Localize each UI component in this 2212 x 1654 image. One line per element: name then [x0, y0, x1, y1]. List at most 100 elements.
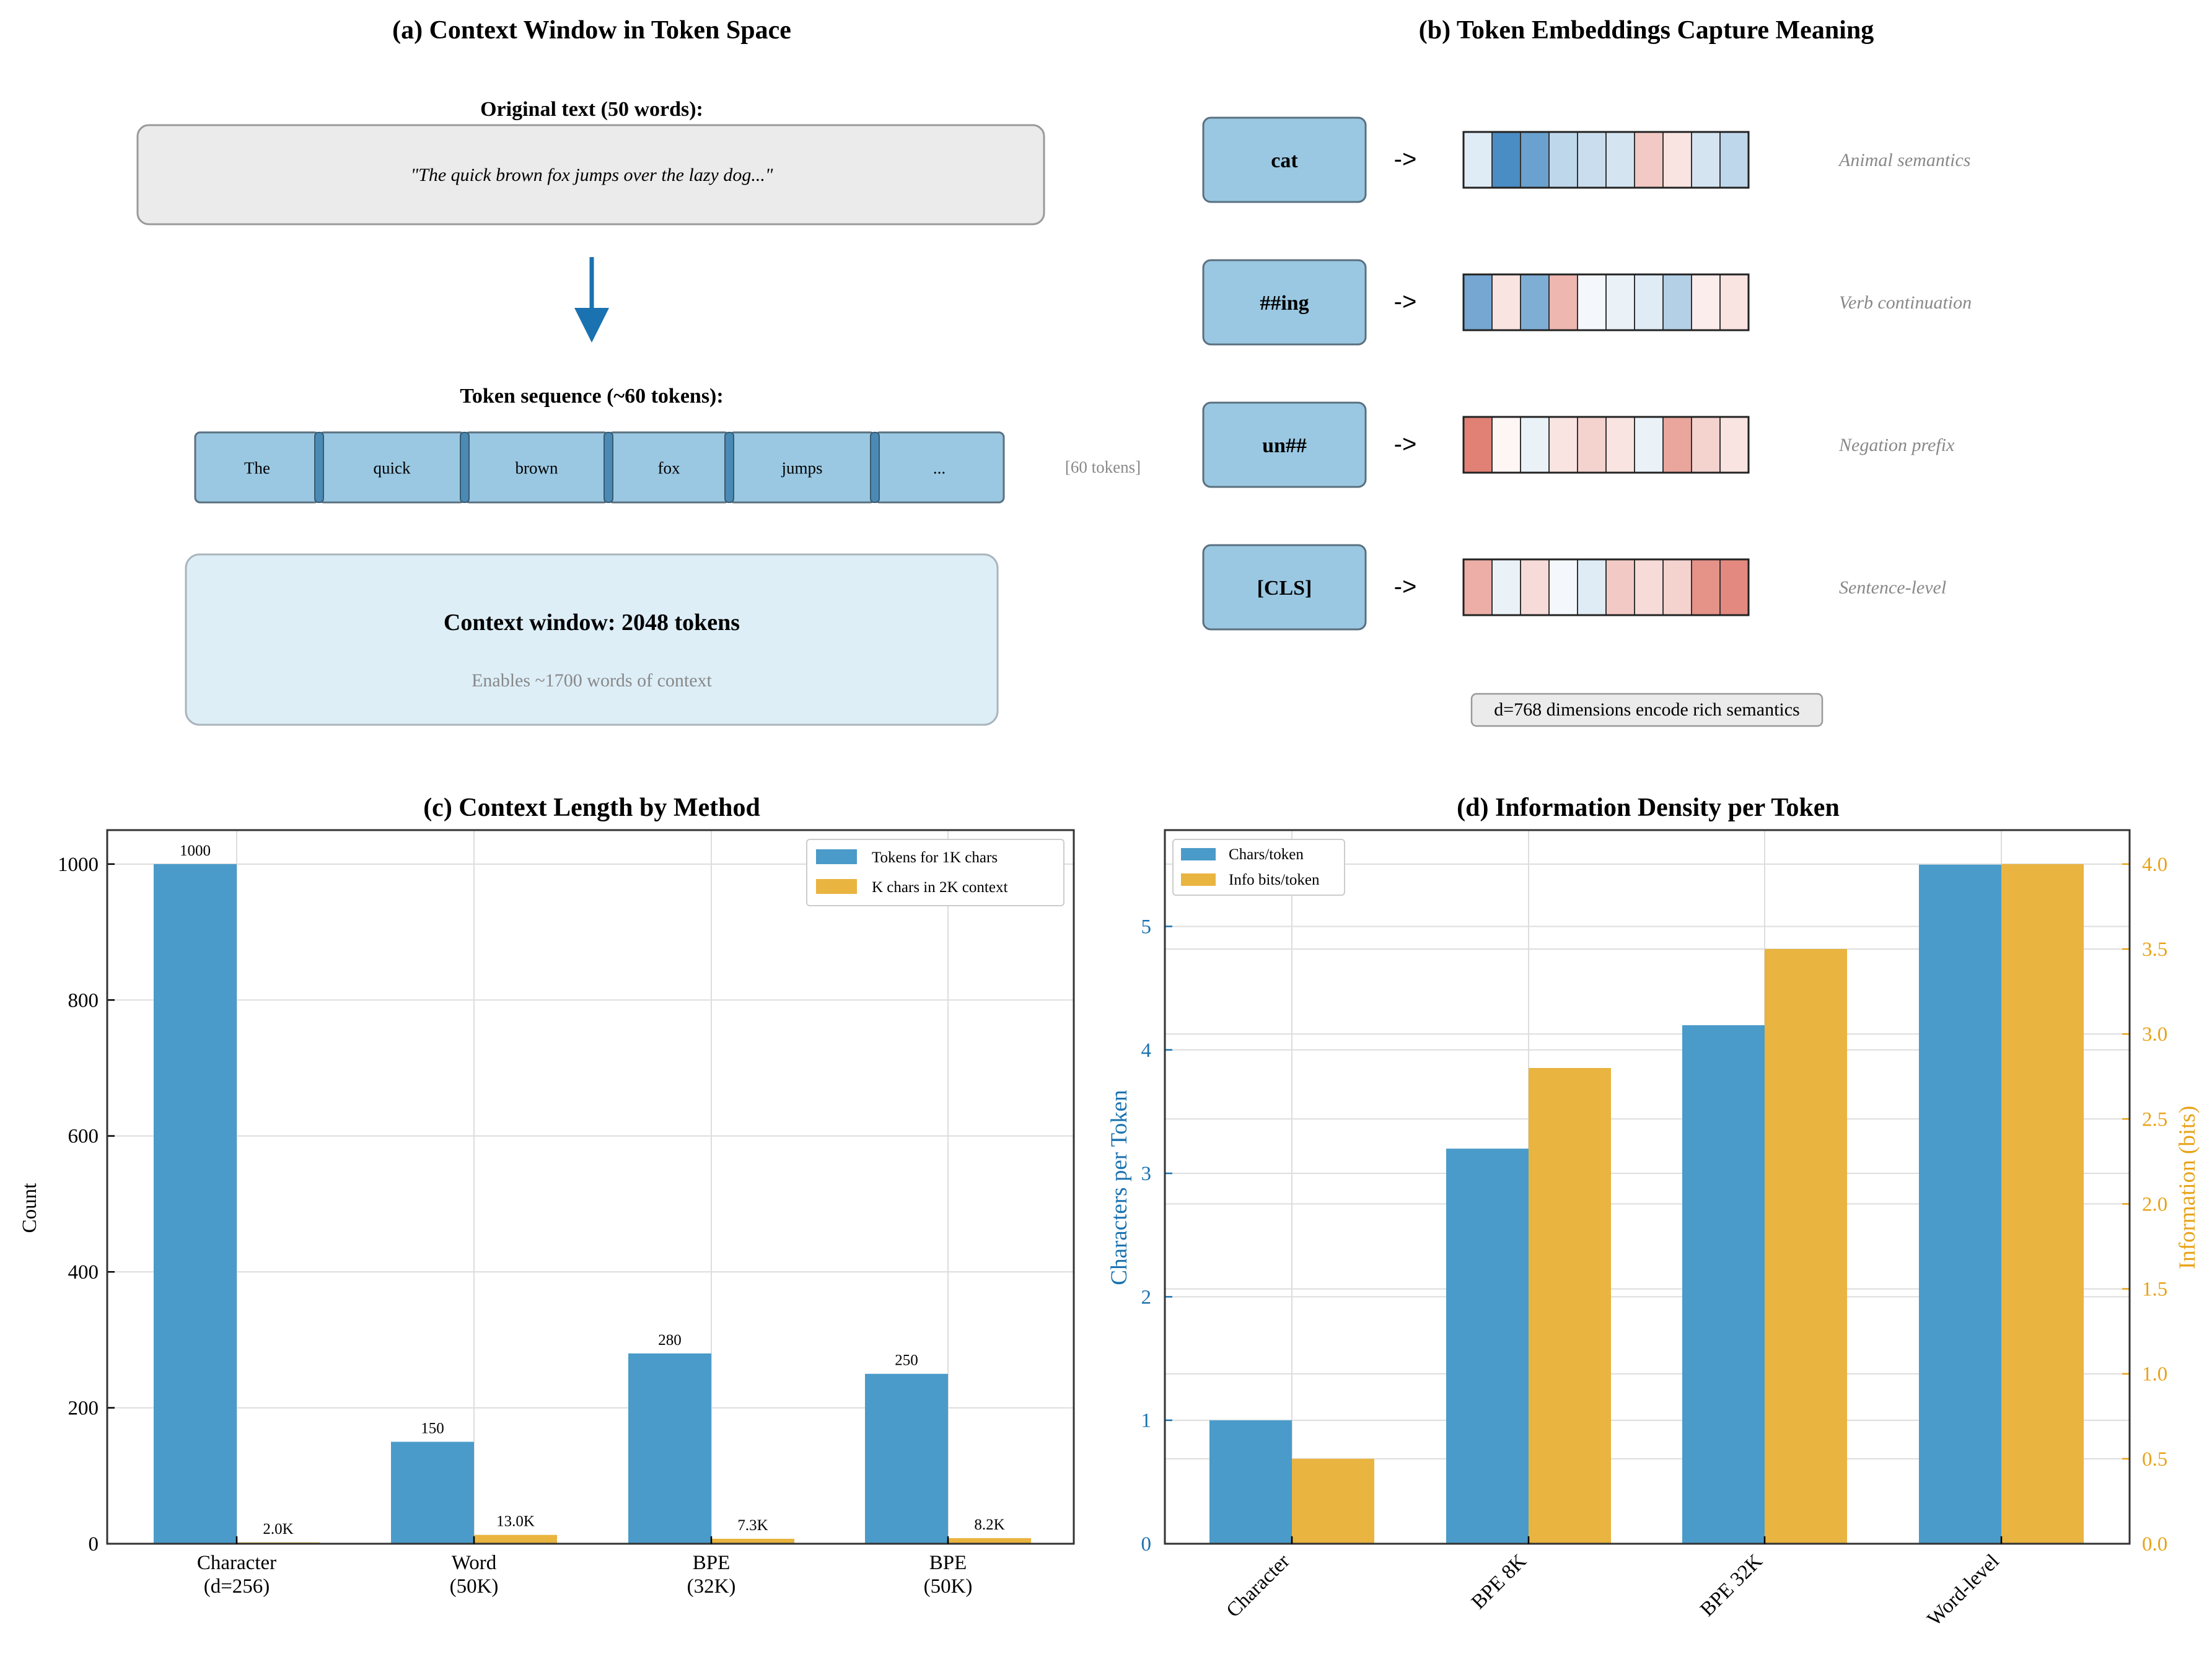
- bar-info-bits-token-1: [1529, 1068, 1611, 1544]
- embedding-cell: [1577, 416, 1607, 473]
- embedding-cell: [1463, 559, 1493, 616]
- y-tick-label-right: 1.0: [2142, 1363, 2167, 1386]
- y-tick-label: 800: [68, 989, 99, 1012]
- embedding-cell: [1634, 416, 1664, 473]
- x-tick-label: BPE (50K): [924, 1552, 973, 1598]
- bar-chars-token-2: [1682, 1025, 1765, 1544]
- plot-frame: [1164, 829, 2131, 1545]
- token-separator: [603, 432, 613, 503]
- embedding-cell: [1548, 274, 1578, 331]
- legend-label: K chars in 2K context: [872, 879, 1007, 896]
- embedding-description: Verb continuation: [1839, 292, 1972, 313]
- arrow-icon: ->: [1394, 146, 1417, 173]
- embedding-cell: [1634, 559, 1664, 616]
- token-label: jumps: [781, 459, 822, 478]
- bar-k-chars-in-2k-context-1: [474, 1534, 557, 1544]
- bar-value-label: 150: [421, 1420, 444, 1437]
- embedding-cell: [1577, 131, 1607, 188]
- bar-value-label: 2.0K: [263, 1521, 293, 1538]
- embedding-cell: [1662, 416, 1692, 473]
- bar-chars-token-1: [1446, 1149, 1529, 1544]
- token-separator: [314, 432, 324, 503]
- token-separator: [870, 432, 880, 503]
- embedding-cell: [1691, 131, 1721, 188]
- legend-swatch-k-chars-in-2k-context: [816, 879, 857, 894]
- embedding-cell: [1520, 559, 1550, 616]
- embedding-cell: [1548, 416, 1578, 473]
- bar-value-label: 250: [895, 1352, 918, 1369]
- token-row: The quick brown fox jumps...: [194, 431, 1005, 504]
- embedding-cell: [1605, 559, 1635, 616]
- embedding-cell: [1719, 416, 1749, 473]
- dimensions-note: d=768 dimensions encode rich semantics: [1494, 699, 1799, 720]
- embedding-token-label: cat: [1271, 149, 1298, 172]
- panel-d-y-label-right: Information (bits): [2175, 1106, 2200, 1269]
- token-label: ...: [933, 459, 946, 478]
- embedding-cell: [1463, 274, 1493, 331]
- original-text-label: Original text (50 words):: [480, 98, 703, 121]
- bar-value-label: 13.0K: [496, 1513, 535, 1530]
- embedding-token-box: [1202, 544, 1367, 631]
- panel-c-title: (c) Context Length by Method: [423, 794, 760, 822]
- embedding-cell: [1491, 416, 1521, 473]
- legend-swatch-tokens-for-1k-chars: [816, 849, 857, 864]
- bar-k-chars-in-2k-context-3: [948, 1538, 1031, 1544]
- x-tick-label: BPE (32K): [687, 1552, 736, 1598]
- bar-value-label: 8.2K: [974, 1516, 1004, 1533]
- embedding-cell: [1662, 274, 1692, 331]
- embedding-cell: [1691, 274, 1721, 331]
- embedding-cell: [1662, 559, 1692, 616]
- bar-tokens-for-1k-chars-1: [391, 1442, 474, 1544]
- bar-info-bits-token-3: [2001, 864, 2084, 1544]
- legend-label: Chars/token: [1229, 846, 1304, 863]
- legend-swatch-info-bits-token: [1181, 873, 1216, 886]
- panel-d-bars: [1209, 864, 2084, 1544]
- embedding-cell: [1491, 274, 1521, 331]
- bar-tokens-for-1k-chars-3: [865, 1373, 948, 1544]
- panel-b: (b) Token Embeddings Capture Meaning cat…: [1202, 16, 1972, 727]
- embedding-token-label: un##: [1262, 434, 1307, 457]
- embedding-cell: [1520, 416, 1550, 473]
- bar-chars-token-3: [1919, 864, 2001, 1544]
- embedding-cell: [1634, 274, 1664, 331]
- panel-a-title: (a) Context Window in Token Space: [392, 16, 791, 45]
- embedding-cell: [1520, 274, 1550, 331]
- bar-value-label: 7.3K: [737, 1517, 768, 1534]
- bar-tokens-for-1k-chars-2: [628, 1353, 711, 1544]
- embedding-cell: [1605, 274, 1635, 331]
- y-tick-label: 200: [68, 1398, 99, 1420]
- y-tick-label-right: 4.0: [2142, 854, 2167, 876]
- panel-a: (a) Context Window in Token Space Origin…: [136, 16, 1141, 726]
- y-tick-label-right: 3.0: [2142, 1023, 2167, 1046]
- arrow-icon: ->: [1394, 288, 1417, 315]
- bar-info-bits-token-2: [1765, 949, 1847, 1544]
- context-window-box: [185, 553, 999, 726]
- embedding-description: Animal semantics: [1838, 150, 1970, 170]
- panel-c-legend: Tokens for 1K chars K chars in 2K context: [806, 839, 1064, 906]
- panel-c-axes: 0 200 400 600 800 1000 Character (d=256) Word (50…: [58, 829, 1075, 1598]
- embedding-cell: [1548, 559, 1578, 616]
- embedding-cell: [1463, 131, 1493, 188]
- token-label: fox: [658, 459, 680, 478]
- legend-box: [1172, 839, 1345, 896]
- embedding-cell: [1719, 559, 1749, 616]
- bar-tokens-for-1k-chars-0: [154, 864, 237, 1544]
- y-tick-label: 400: [68, 1261, 99, 1284]
- embedding-vector-frame: [1462, 131, 1750, 189]
- y-tick-label-right: 2.5: [2142, 1108, 2167, 1131]
- x-tick-label: Character (d=256): [197, 1552, 276, 1598]
- panel-c: (c) Context Length by Method Count 10001…: [19, 794, 1075, 1598]
- y-tick-label-left: 4: [1141, 1039, 1152, 1062]
- token-sequence-label: Token sequence (~60 tokens):: [460, 385, 723, 408]
- embedding-cell: [1520, 131, 1550, 188]
- plot-frame: [106, 829, 1075, 1545]
- embedding-cell: [1605, 131, 1635, 188]
- bar-k-chars-in-2k-context-2: [711, 1538, 794, 1544]
- embedding-description: Negation prefix: [1838, 435, 1955, 455]
- embedding-cell: [1691, 559, 1721, 616]
- panel-d-title: (d) Information Density per Token: [1457, 794, 1840, 822]
- embedding-rows: cat -> Animal semantics ##ing -> Verb continu…: [1202, 116, 1972, 631]
- embedding-cell: [1605, 416, 1635, 473]
- embedding-vector-frame: [1462, 558, 1750, 616]
- embedding-token-label: ##ing: [1260, 292, 1309, 315]
